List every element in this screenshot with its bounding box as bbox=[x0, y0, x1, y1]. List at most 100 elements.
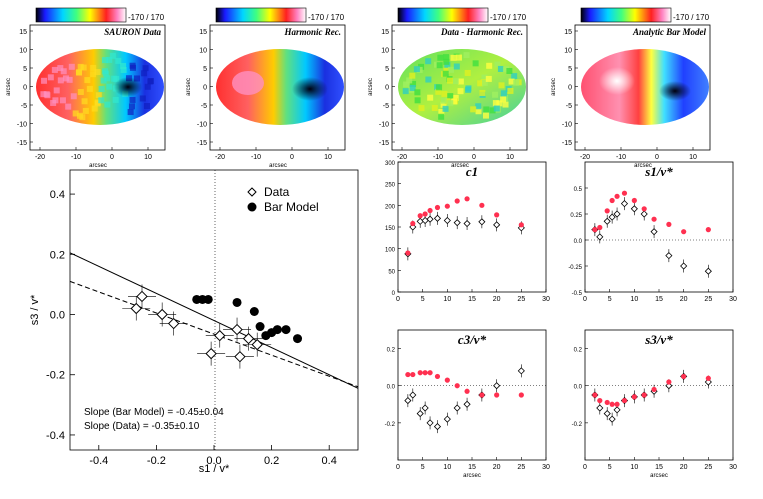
data-point bbox=[454, 405, 460, 411]
main-y-tick-label: 0.0 bbox=[50, 310, 65, 322]
bar-model-point bbox=[642, 392, 647, 397]
x-tick-label: 10 bbox=[630, 296, 638, 303]
y-tick-label: 0.25 bbox=[570, 213, 582, 219]
data-point bbox=[494, 383, 500, 389]
map-pixel bbox=[443, 71, 449, 77]
map-y-tick: -15 bbox=[197, 140, 207, 147]
bar-model-point bbox=[632, 198, 637, 203]
x-tick-label: 0 bbox=[396, 296, 400, 303]
data-point bbox=[614, 211, 620, 217]
map-y-tick: -10 bbox=[17, 122, 27, 129]
map-y-tick: 5 bbox=[23, 66, 27, 73]
profile-frame bbox=[585, 330, 733, 460]
bar-model-point bbox=[592, 392, 597, 397]
bar-model-point bbox=[681, 374, 686, 379]
data-point bbox=[705, 268, 711, 274]
map-pixel bbox=[470, 106, 476, 112]
map-pixel bbox=[448, 67, 454, 73]
data-point bbox=[422, 218, 428, 224]
map-x-tick: -10 bbox=[616, 154, 626, 161]
profile-plot-s3_v: s3/v*0 5 10 15 20 25 300.20.0-0.2arcsec bbox=[572, 330, 737, 479]
map-pixel bbox=[499, 82, 505, 88]
data-point bbox=[410, 392, 416, 398]
x-tick-label: 5 bbox=[608, 296, 612, 303]
profile-xlabel: arcsec bbox=[650, 473, 668, 479]
data-point bbox=[206, 349, 216, 359]
colorbar-range-label: -170 / 170 bbox=[490, 13, 527, 22]
colorbar-range-label: -170 / 170 bbox=[673, 13, 710, 22]
map-x-tick: 10 bbox=[506, 154, 514, 161]
velocity-map-panel: -170 / 170Harmonic Rec.151050-5-10-15-20… bbox=[186, 8, 345, 169]
map-pixel bbox=[511, 73, 517, 79]
map-pixel bbox=[513, 80, 519, 86]
map-x-tick: 0 bbox=[655, 154, 659, 161]
main-x-tick-label: -0.2 bbox=[147, 455, 166, 467]
map-pixel bbox=[84, 77, 90, 83]
bar-model-point bbox=[610, 198, 615, 203]
map-pixel bbox=[79, 114, 85, 120]
map-pixel bbox=[409, 73, 415, 79]
map-pixel bbox=[464, 52, 470, 58]
data-point bbox=[621, 201, 627, 207]
x-tick-label: 15 bbox=[468, 464, 476, 471]
map-pixel bbox=[494, 106, 500, 112]
map-y-tick: 5 bbox=[385, 66, 389, 73]
bar-model-point bbox=[427, 208, 432, 213]
map-pixel bbox=[65, 104, 71, 110]
bar-model-point bbox=[622, 398, 627, 403]
map-title: Harmonic Rec. bbox=[284, 27, 342, 37]
map-pixel bbox=[54, 87, 60, 93]
bar-model-point bbox=[642, 206, 647, 211]
bar-model-point bbox=[455, 383, 460, 388]
map-y-tick: -15 bbox=[379, 140, 389, 147]
data-point bbox=[434, 424, 440, 430]
x-tick-label: 20 bbox=[680, 296, 688, 303]
map-pixel bbox=[113, 97, 119, 103]
bar-model-point bbox=[273, 325, 282, 334]
map-pixel bbox=[403, 81, 409, 87]
bar-model-point bbox=[410, 372, 415, 377]
bar-model-point bbox=[410, 221, 415, 226]
x-tick-label: 30 bbox=[542, 464, 550, 471]
data-point bbox=[157, 310, 167, 320]
map-pixel bbox=[83, 108, 89, 114]
y-tick-label: 150 bbox=[385, 226, 396, 232]
map-y-tick: 0 bbox=[385, 85, 389, 92]
x-tick-label: 15 bbox=[655, 296, 663, 303]
map-x-tick: -10 bbox=[251, 154, 261, 161]
s3-vs-s1-plot: -0.4 -0.2 0.0 0.2 0.4 0.4 0.2 0.0 -0.2 -0.4 Data … bbox=[29, 170, 358, 475]
bar-model-point bbox=[605, 400, 610, 405]
map-pixel bbox=[67, 77, 73, 83]
map-y-tick: 0 bbox=[23, 85, 27, 92]
bar-model-point bbox=[455, 198, 460, 203]
bar-model-point bbox=[494, 392, 499, 397]
velocity-map-panel: -170 / 170Analytic Bar Model151050-5-10-… bbox=[551, 8, 710, 169]
data-point bbox=[681, 263, 687, 269]
bar-model-point bbox=[418, 213, 423, 218]
y-tick-label: 200 bbox=[385, 204, 396, 210]
map-pixel bbox=[465, 85, 471, 91]
y-tick-label: 0.0 bbox=[387, 385, 396, 391]
figure: -170 / 170SAURON Data151050-5-10-15-20 -1… bbox=[0, 0, 763, 499]
bar-model-point bbox=[519, 392, 524, 397]
data-point bbox=[641, 211, 647, 217]
bar-model-fit-line bbox=[70, 253, 358, 388]
colorbar bbox=[581, 8, 671, 22]
y-tick-label: 0.2 bbox=[574, 348, 583, 354]
main-x-tick-label: 0.2 bbox=[264, 455, 279, 467]
bar-model-point bbox=[418, 370, 423, 375]
data-point bbox=[417, 218, 423, 224]
bar-model-point bbox=[706, 376, 711, 381]
map-pixel bbox=[78, 89, 84, 95]
map-pixel bbox=[41, 78, 47, 84]
map-pixel bbox=[443, 54, 449, 60]
y-tick-label: 0.2 bbox=[387, 348, 396, 354]
slope-data-annotation: Slope (Data) = -0.35±0.10 bbox=[84, 421, 200, 432]
map-xlabel: arcsec bbox=[269, 163, 287, 169]
map-pixel bbox=[144, 103, 150, 109]
bar-model-point bbox=[405, 372, 410, 377]
map-y-tick: -10 bbox=[379, 122, 389, 129]
data-point bbox=[444, 416, 450, 422]
map-x-tick: 10 bbox=[144, 154, 152, 161]
map-title: Analytic Bar Model bbox=[632, 27, 707, 37]
